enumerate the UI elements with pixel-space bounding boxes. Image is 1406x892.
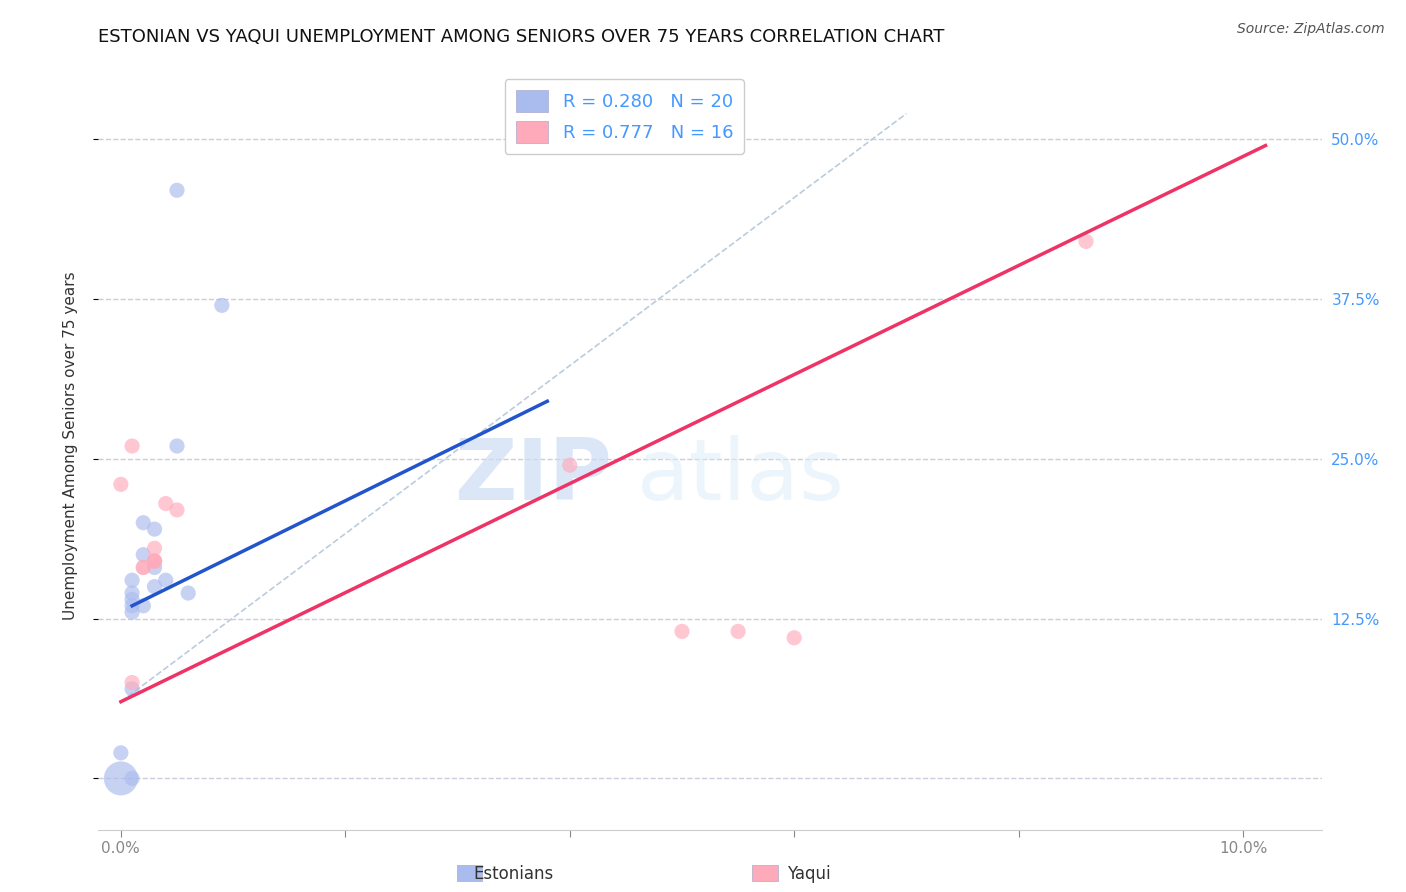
Point <box>132 599 155 613</box>
Point <box>121 675 143 690</box>
Point <box>121 772 143 786</box>
Point <box>211 298 233 312</box>
Text: Yaqui: Yaqui <box>786 865 831 883</box>
Point <box>558 458 581 473</box>
Text: ESTONIAN VS YAQUI UNEMPLOYMENT AMONG SENIORS OVER 75 YEARS CORRELATION CHART: ESTONIAN VS YAQUI UNEMPLOYMENT AMONG SEN… <box>98 28 945 45</box>
Point <box>783 631 806 645</box>
Point <box>166 183 188 197</box>
Point <box>121 681 143 696</box>
Point <box>143 554 166 568</box>
Bar <box>752 865 778 881</box>
Point <box>132 548 155 562</box>
Point <box>166 503 188 517</box>
Point <box>132 560 155 574</box>
Point <box>121 586 143 600</box>
Point <box>143 554 166 568</box>
Point <box>143 522 166 536</box>
Point <box>671 624 693 639</box>
Point <box>121 592 143 607</box>
Text: atlas: atlas <box>637 435 845 518</box>
Point <box>727 624 749 639</box>
Text: Estonians: Estonians <box>472 865 554 883</box>
Text: Source: ZipAtlas.com: Source: ZipAtlas.com <box>1237 22 1385 37</box>
Y-axis label: Unemployment Among Seniors over 75 years: Unemployment Among Seniors over 75 years <box>63 272 77 620</box>
Point <box>143 580 166 594</box>
Point <box>110 477 132 491</box>
Text: ZIP: ZIP <box>454 435 612 518</box>
Point <box>155 573 177 587</box>
Point <box>143 554 166 568</box>
Point <box>110 772 132 786</box>
Point <box>110 746 132 760</box>
Legend: R = 0.280   N = 20, R = 0.777   N = 16: R = 0.280 N = 20, R = 0.777 N = 16 <box>505 79 744 154</box>
Point <box>155 496 177 510</box>
Point <box>132 560 155 574</box>
Point <box>121 439 143 453</box>
Point <box>121 605 143 619</box>
Point <box>143 560 166 574</box>
Point <box>121 573 143 587</box>
Point <box>121 599 143 613</box>
Bar <box>457 865 482 881</box>
Point <box>177 586 200 600</box>
Point <box>143 541 166 556</box>
Point <box>166 439 188 453</box>
Point <box>132 516 155 530</box>
Point <box>1074 235 1097 249</box>
